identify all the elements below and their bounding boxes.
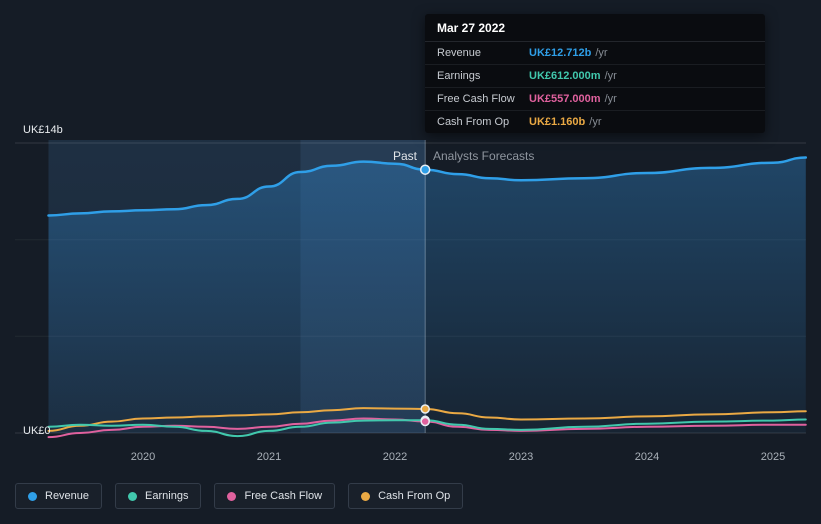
legend-item-free-cash-flow[interactable]: Free Cash Flow — [214, 483, 336, 509]
tooltip-date: Mar 27 2022 — [425, 14, 765, 42]
tooltip-row-earnings: Earnings UK£612.000m/yr — [425, 65, 765, 88]
tooltip-rows: Revenue UK£12.712b/yr Earnings UK£612.000m /… — [425, 42, 765, 133]
chart-tooltip: Mar 27 2022 Revenue UK£12.712b/yr Earnings… — [425, 14, 765, 133]
revenue-swatch-icon — [28, 491, 37, 501]
tooltip-row-unit: /yr — [589, 116, 602, 128]
free-cash-flow-marker — [420, 416, 430, 427]
legend-item-label: Cash From Op — [378, 490, 451, 502]
legend-item-label: Revenue — [45, 490, 90, 502]
free-cash-flow-line — [47, 417, 807, 439]
tooltip-row-value: UK£557.000m — [529, 93, 601, 105]
y-axis-label-zero: UK£0 — [23, 425, 51, 437]
revenue-area — [48, 157, 806, 433]
free-cash-flow-swatch-icon — [227, 491, 237, 501]
tooltip-row-value: UK£12.712b — [529, 47, 592, 59]
x-tick-2024: 2024 — [634, 451, 660, 463]
tooltip-row-free-cash-flow: Free Cash Flow UK£557.000m/yr — [425, 88, 765, 111]
legend-item-revenue[interactable]: Revenue — [15, 483, 103, 509]
tooltip-row-value: UK£612.000m — [529, 70, 601, 82]
revenue-marker — [419, 164, 431, 175]
past-label: Past — [392, 149, 417, 163]
y-axis-label-max: UK£14b — [23, 124, 63, 136]
tooltip-row-unit: /yr — [604, 70, 617, 82]
legend-item-label: Free Cash Flow — [244, 490, 323, 502]
x-tick-2021: 2021 — [256, 451, 282, 463]
legend-item-cash-from-op[interactable]: Cash From Op — [348, 483, 464, 509]
tooltip-row-label: Revenue — [437, 47, 482, 59]
earnings-line — [47, 418, 807, 438]
tooltip-row-value: UK£1.160b — [529, 116, 586, 128]
cash-from-op-line — [47, 407, 807, 432]
legend-item-earnings[interactable]: Earnings — [115, 483, 202, 509]
x-tick-2022: 2022 — [382, 451, 408, 463]
legend-item-label: Earnings — [145, 490, 189, 502]
cash-from-op-swatch-icon — [361, 491, 371, 501]
tooltip-row-label: Cash From Op — [437, 116, 510, 128]
tooltip-row-label: Free Cash Flow — [437, 93, 515, 105]
tooltip-row-unit: /yr — [604, 93, 617, 105]
x-tick-2025: 2025 — [760, 451, 786, 463]
tooltip-row-cash-from-op: Cash From Op UK£1.160b/yr — [425, 111, 765, 133]
x-tick-2020: 2020 — [130, 451, 156, 463]
tooltip-row-label: Earnings — [437, 70, 481, 82]
tooltip-row-unit: /yr — [595, 47, 608, 59]
earnings-swatch-icon — [128, 491, 138, 501]
x-tick-2023: 2023 — [508, 451, 534, 463]
tooltip-row-revenue: Revenue UK£12.712b/yr — [425, 42, 765, 65]
forecast-label: Analysts Forecasts — [433, 149, 535, 163]
chart-legend: Revenue Earnings Free Cash Flow Cash From O… — [15, 483, 464, 509]
cash-from-op-marker — [420, 404, 430, 414]
revenue-line — [47, 156, 808, 217]
